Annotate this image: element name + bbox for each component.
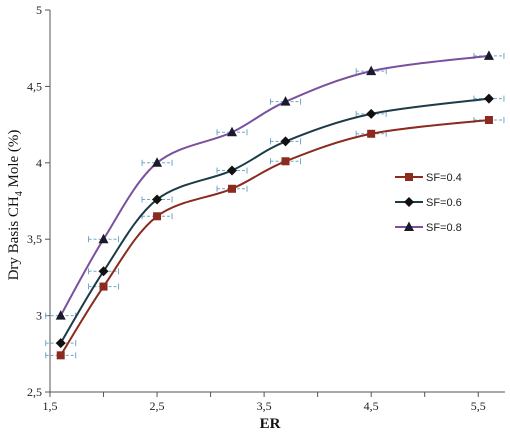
legend-item: SF=0.8 — [395, 221, 462, 234]
error-bar — [45, 340, 77, 347]
legend-label: SF=0.4 — [426, 172, 462, 184]
data-point — [55, 310, 66, 320]
series-path — [59, 54, 490, 317]
y-axis-title-subscript: 4 — [14, 191, 25, 196]
data-point — [152, 194, 163, 205]
y-tick-label: 3 — [36, 309, 42, 323]
y-axis-title-main: Dry Basis CH — [6, 196, 22, 280]
series-markers — [55, 50, 494, 360]
data-point — [366, 108, 377, 119]
data-point — [153, 212, 162, 221]
data-point — [280, 96, 291, 106]
legend-label: SF=0.6 — [426, 197, 462, 209]
data-point — [483, 93, 494, 104]
legend-marker — [405, 173, 413, 181]
data-point — [99, 282, 108, 291]
x-tick-label: 5,5 — [471, 399, 486, 413]
series-path — [59, 97, 490, 344]
data-point — [483, 50, 494, 60]
data-point — [366, 65, 377, 76]
x-tick-label: 1,5 — [43, 399, 58, 413]
series-line-2 — [59, 97, 490, 344]
data-point — [280, 136, 291, 147]
legend: SF=0.4 SF=0.6 SF=0.8 — [395, 172, 462, 234]
data-point — [56, 351, 65, 360]
y-tick-label: 3,5 — [27, 232, 42, 246]
data-point — [55, 338, 66, 349]
data-point — [98, 266, 109, 277]
legend-label: SF=0.8 — [426, 222, 462, 234]
y-tick-label: 2,5 — [27, 385, 42, 399]
x-tick-label: 3,5 — [257, 399, 272, 413]
y-tick-label: 4,5 — [27, 79, 42, 93]
y-tick-label: 4 — [36, 156, 42, 170]
series-lines — [59, 54, 490, 356]
error-bar — [45, 352, 77, 359]
x-axis-title: ER — [260, 416, 281, 432]
data-point — [281, 157, 290, 166]
series-line-3 — [59, 54, 490, 317]
tick-labels: 2,533,544,551,5 2,5 3,5 4,5 5,5 — [27, 3, 486, 413]
x-tick-label: 2,5 — [150, 399, 165, 413]
data-point — [152, 157, 163, 167]
legend-item: SF=0.6 — [395, 197, 462, 209]
axes — [45, 9, 505, 397]
x-tick-label: 4,5 — [364, 399, 379, 413]
y-axis-title: Dry Basis CH4 Mole (%) — [6, 130, 25, 281]
y-tick-label: 5 — [36, 3, 42, 17]
data-point — [98, 233, 109, 244]
data-point — [228, 184, 236, 193]
data-point — [227, 165, 237, 176]
data-point — [367, 129, 376, 138]
y-axis-title-suffix: Mole (%) — [6, 130, 22, 192]
data-point — [227, 126, 237, 137]
legend-item: SF=0.4 — [395, 172, 462, 184]
legend-marker — [404, 197, 414, 207]
data-point — [484, 116, 493, 125]
legend-marker — [404, 221, 414, 231]
